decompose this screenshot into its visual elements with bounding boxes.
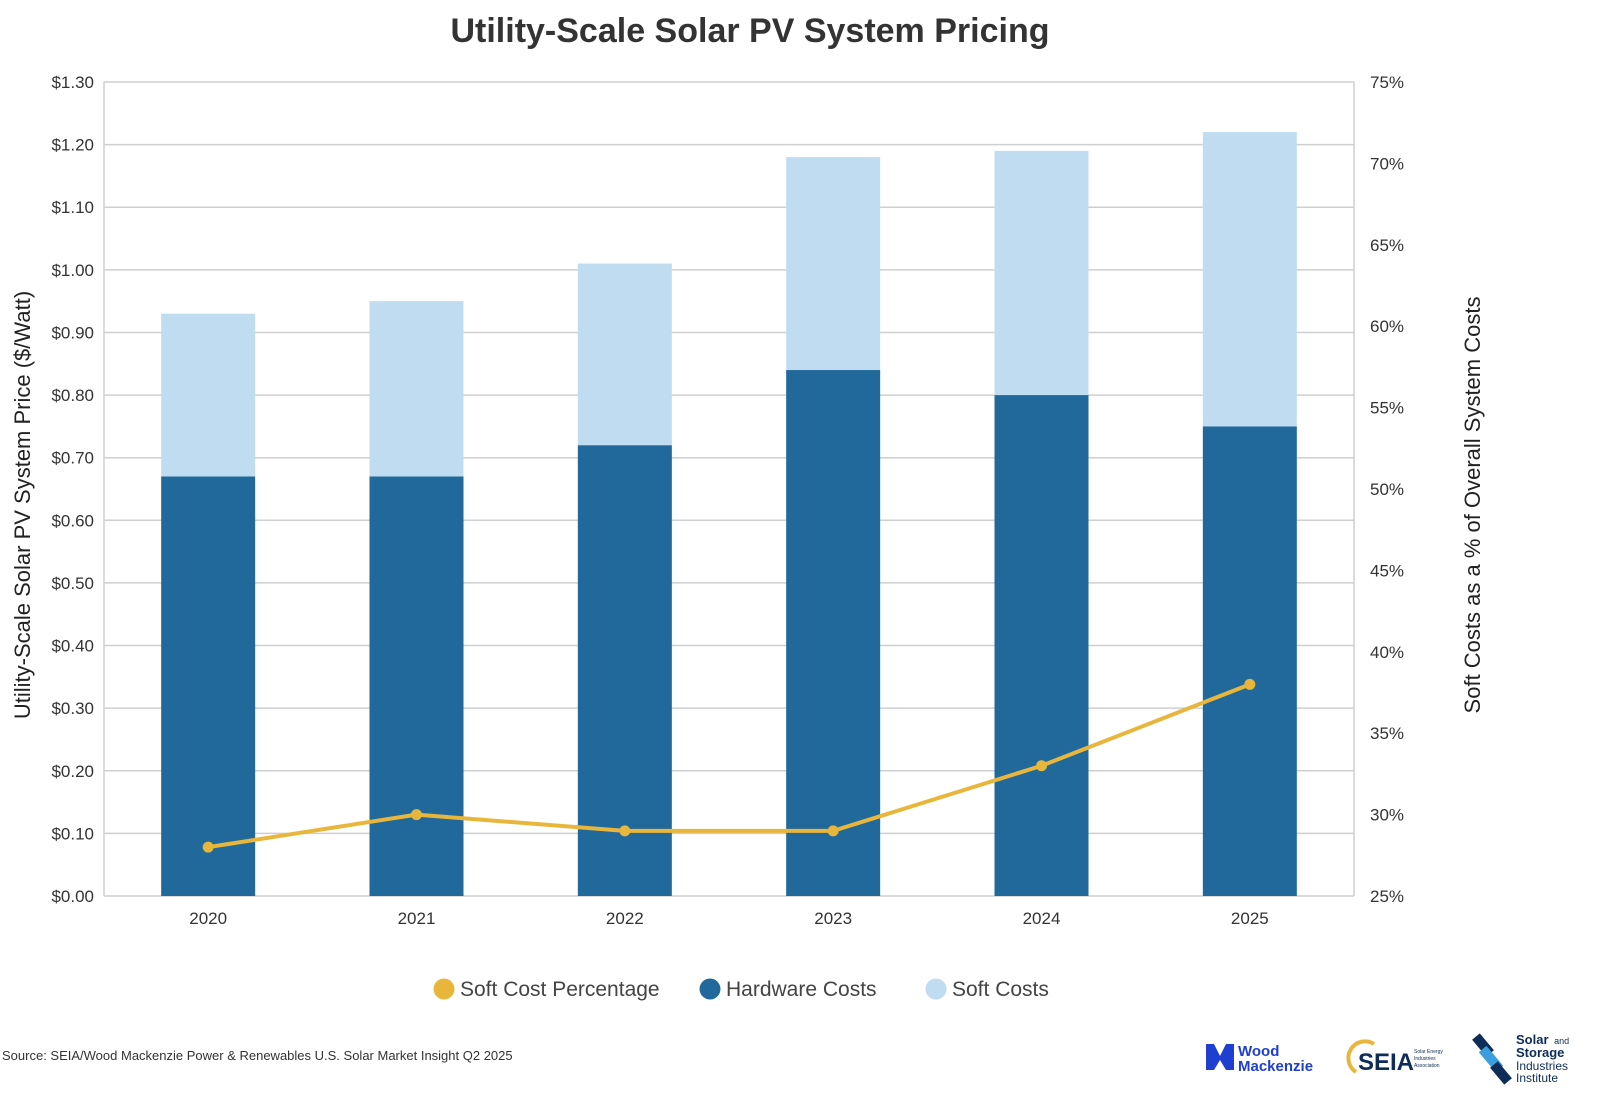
seia-small-3: Association <box>1414 1063 1440 1069</box>
svg-text:Solar and: Solar and <box>1516 1032 1569 1047</box>
y-tick-label: $0.80 <box>51 386 94 405</box>
soft-cost-percentage-point <box>202 841 214 853</box>
y-right-tick-label: 75% <box>1370 73 1404 92</box>
seia-small-2: Industries <box>1414 1056 1436 1062</box>
y-tick-label: $1.00 <box>51 261 94 280</box>
y-tick-label: $0.00 <box>51 887 94 906</box>
logos: Wood Mackenzie SEIA Solar Energy Industr… <box>1206 1032 1569 1085</box>
y-tick-label: $1.10 <box>51 198 94 217</box>
x-tick-label: 2022 <box>606 909 644 928</box>
y-right-tick-label: 60% <box>1370 317 1404 336</box>
y-tick-label: $1.20 <box>51 136 94 155</box>
ssii-mark-icon <box>1472 1033 1512 1085</box>
legend-item: Hardware Costs <box>699 978 877 1001</box>
soft-cost-line <box>202 678 1256 853</box>
x-tick-label: 2024 <box>1023 909 1061 928</box>
soft-cost-percentage-point <box>1244 678 1256 690</box>
bar-hardware-costs <box>786 370 881 896</box>
x-tick-label: 2021 <box>398 909 436 928</box>
bar-soft-costs <box>161 313 256 477</box>
legend-label: Hardware Costs <box>726 978 877 1001</box>
soft-cost-percentage-point <box>619 825 631 837</box>
legend-item: Soft Costs <box>925 978 1049 1001</box>
wood-mackenzie-word-1: Wood <box>1238 1043 1279 1060</box>
legend-swatch <box>433 978 455 1000</box>
gridlines <box>103 81 1355 897</box>
wood-mackenzie-logo: Wood Mackenzie <box>1206 1043 1313 1075</box>
ssii-word-1: Solar <box>1516 1032 1549 1047</box>
y-tick-label: $0.70 <box>51 449 94 468</box>
x-tick-label: 2023 <box>814 909 852 928</box>
y-right-tick-label: 65% <box>1370 236 1404 255</box>
y-axis-label: Utility-Scale Solar PV System Price ($/W… <box>10 291 35 719</box>
x-axis-ticks: 2020 2021 2022 2023 2024 2025 <box>189 909 1268 928</box>
bar-soft-costs <box>786 157 881 371</box>
bar-hardware-costs <box>161 476 256 896</box>
x-tick-label: 2025 <box>1231 909 1269 928</box>
bar-soft-costs <box>994 150 1089 396</box>
y-right-tick-label: 35% <box>1370 724 1404 743</box>
y-tick-label: $0.10 <box>51 824 94 843</box>
ssii-word-and: and <box>1554 1036 1569 1046</box>
y-tick-label: $1.30 <box>51 73 94 92</box>
y-right-tick-label: 30% <box>1370 806 1404 825</box>
ssii-word-2: Storage <box>1516 1045 1564 1060</box>
y-tick-label: $0.30 <box>51 699 94 718</box>
legend-label: Soft Cost Percentage <box>460 978 660 1001</box>
x-tick-label: 2020 <box>189 909 227 928</box>
bar-hardware-costs <box>577 445 672 896</box>
legend-swatch <box>925 978 947 1000</box>
y-tick-label: $0.60 <box>51 511 94 530</box>
soft-cost-percentage-point <box>1036 760 1047 772</box>
bar-soft-costs <box>369 301 464 477</box>
y-right-tick-label: 45% <box>1370 561 1404 580</box>
y-tick-label: $0.40 <box>51 637 94 656</box>
bar-soft-costs <box>1202 132 1297 427</box>
bar-hardware-costs <box>369 476 464 896</box>
legend-swatch <box>699 978 721 1000</box>
y-tick-label: $0.50 <box>51 574 94 593</box>
seia-sun-arc-icon <box>1346 1039 1376 1074</box>
legend-item: Soft Cost Percentage <box>433 978 660 1001</box>
seia-small-1: Solar Energy <box>1414 1049 1443 1055</box>
legend-label: Soft Costs <box>952 978 1049 1001</box>
source-note: Source: SEIA/Wood Mackenzie Power & Rene… <box>2 1048 513 1063</box>
y-right-tick-label: 70% <box>1370 154 1404 173</box>
legend: Soft Cost Percentage Hardware Costs Soft C… <box>433 978 1049 1001</box>
y-right-tick-label: 50% <box>1370 480 1404 499</box>
y-right-tick-label: 25% <box>1370 887 1404 906</box>
right-axis-ticks: 25% 30% 35% 40% 45% 50% 55% 60% 65% 70% 75% <box>1370 73 1404 906</box>
seia-wordmark: SEIA <box>1358 1049 1414 1076</box>
y-axis-right-label: Soft Costs as a % of Overall System Cost… <box>1460 297 1485 714</box>
soft-cost-percentage-line <box>207 682 1251 850</box>
bar-hardware-costs <box>994 395 1089 896</box>
left-axis-ticks: $0.00 $0.10 $0.20 $0.30 $0.40 $0.50 $0.60 $0.70… <box>51 73 94 906</box>
ssii-logo: Solar and Storage Industries Institute <box>1472 1032 1569 1085</box>
y-right-tick-label: 55% <box>1370 399 1404 418</box>
bar-soft-costs <box>577 263 672 446</box>
y-tick-label: $0.20 <box>51 762 94 781</box>
seia-logo: SEIA Solar Energy Industries Association <box>1346 1039 1443 1076</box>
ssii-word-4: Institute <box>1516 1071 1558 1085</box>
y-right-tick-label: 40% <box>1370 643 1404 662</box>
ssii-word-3: Industries <box>1516 1059 1568 1073</box>
chart-title: Utility-Scale Solar PV System Pricing <box>450 12 1049 50</box>
bars <box>161 132 1297 896</box>
chart: Utility-Scale Solar PV System Pricing $0… <box>10 12 1485 1001</box>
bar-hardware-costs <box>1202 426 1297 896</box>
y-tick-label: $0.90 <box>51 323 94 342</box>
soft-cost-percentage-point <box>411 809 422 821</box>
wood-mackenzie-mark-icon <box>1206 1044 1234 1070</box>
soft-cost-percentage-point <box>827 825 839 837</box>
wood-mackenzie-word-2: Mackenzie <box>1238 1058 1313 1075</box>
